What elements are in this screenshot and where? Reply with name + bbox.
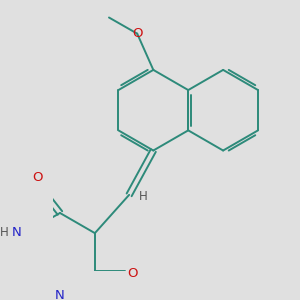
Text: O: O [127, 267, 138, 280]
Text: H: H [0, 226, 8, 239]
Text: H: H [139, 190, 148, 203]
Text: O: O [33, 171, 43, 184]
Text: N: N [11, 226, 21, 239]
Text: O: O [132, 27, 142, 40]
Text: N: N [55, 289, 65, 300]
